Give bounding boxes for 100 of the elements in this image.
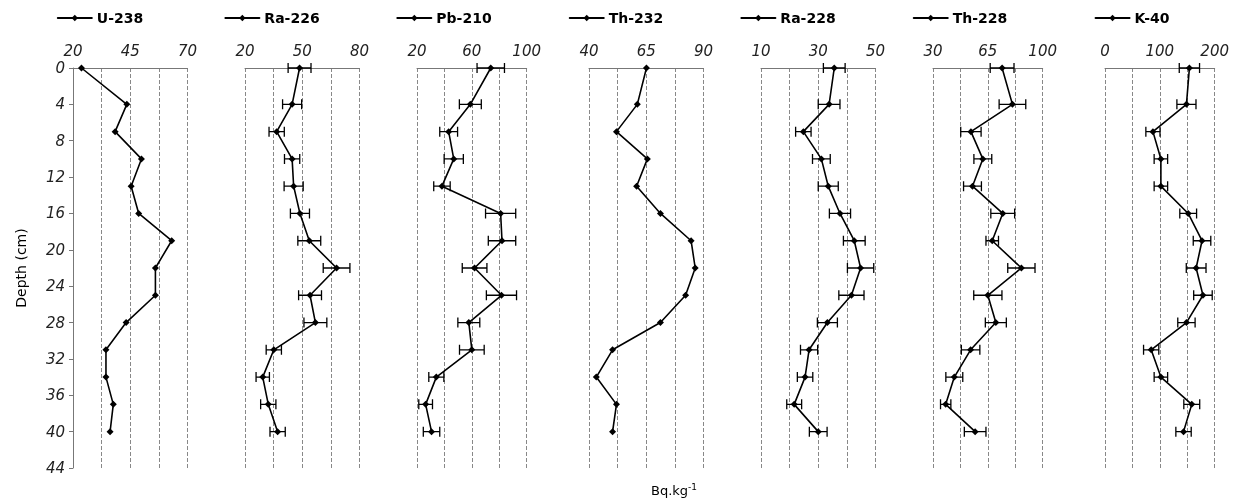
point: [805, 346, 813, 354]
x-tick-label: 20: [407, 41, 427, 60]
point: [137, 155, 145, 163]
point: [290, 182, 298, 190]
point: [296, 209, 304, 217]
x-tick-label: 65: [636, 41, 656, 60]
x-tick-label: 30: [923, 41, 943, 60]
point: [847, 291, 855, 299]
point: [151, 264, 159, 272]
point: [450, 155, 458, 163]
point: [609, 346, 617, 354]
y-tick-label: 36: [45, 386, 65, 405]
x-tick-label: 50: [292, 41, 312, 60]
x-tick-label: 100: [1145, 41, 1175, 60]
y-tick-label: 4: [55, 95, 65, 114]
x-tick-label: 200: [1200, 41, 1230, 60]
point: [979, 155, 987, 163]
y-tick-label: 12: [45, 168, 65, 187]
point: [592, 373, 600, 381]
x-tick-label: 70: [177, 41, 197, 60]
x-tick-label: 80: [349, 41, 369, 60]
point: [1008, 100, 1016, 108]
y-tick-label: 16: [45, 204, 65, 223]
legend-label: Ra-228: [780, 10, 836, 26]
point: [465, 319, 473, 327]
x-tick-label: 60: [462, 41, 482, 60]
y-axis-title: Depth (cm): [13, 228, 29, 308]
x-tick-label: 10: [751, 41, 771, 60]
point: [643, 155, 651, 163]
y-tick-label: 0: [55, 59, 65, 77]
point: [642, 64, 650, 72]
point: [466, 100, 474, 108]
legend-label: K-40: [1134, 10, 1170, 26]
point: [691, 264, 699, 272]
point: [468, 346, 476, 354]
point: [1017, 264, 1025, 272]
x-tick-label: 0: [1100, 41, 1110, 60]
point: [135, 209, 143, 217]
legend-label: Ra-226: [264, 10, 320, 26]
legend-label: U-238: [96, 10, 144, 26]
point: [102, 373, 110, 381]
point: [825, 100, 833, 108]
point: [498, 237, 506, 245]
x-tick-label: 30: [808, 41, 828, 60]
y-tick-label: 20: [45, 240, 65, 259]
point: [950, 373, 958, 381]
point: [968, 182, 976, 190]
x-tick-label: 100: [512, 41, 542, 60]
x-tick-label: 100: [1028, 41, 1058, 60]
point: [633, 182, 641, 190]
point: [824, 182, 832, 190]
x-tick-label: 45: [120, 41, 140, 60]
point: [123, 100, 131, 108]
point: [823, 319, 831, 327]
point: [992, 319, 1000, 327]
y-tick-label: 32: [45, 349, 65, 368]
point: [306, 291, 314, 299]
point: [967, 128, 975, 136]
point: [445, 128, 453, 136]
y-tick-label: 44: [45, 459, 65, 477]
x-tick-label: 40: [579, 41, 599, 60]
point: [656, 209, 664, 217]
point: [682, 291, 690, 299]
point: [487, 64, 495, 72]
point: [836, 209, 844, 217]
y-tick-label: 8: [55, 131, 65, 150]
point: [999, 209, 1007, 217]
point: [817, 155, 825, 163]
point: [109, 400, 117, 408]
legend-label: Th-232: [608, 10, 664, 26]
point: [857, 264, 865, 272]
point: [168, 237, 176, 245]
x-tick-label: 50: [865, 41, 885, 60]
x-tick-label: 20: [235, 41, 255, 60]
point: [656, 319, 664, 327]
x-tick-label: 65: [978, 41, 998, 60]
x-tick-label: 90: [693, 41, 713, 60]
point: [111, 128, 119, 136]
point: [984, 291, 992, 299]
point: [77, 64, 85, 72]
point: [633, 100, 641, 108]
point: [850, 237, 858, 245]
y-tick-label: 40: [45, 422, 65, 441]
point: [967, 346, 975, 354]
y-tick-label: 24: [45, 277, 65, 296]
point: [814, 428, 822, 436]
legend-label: Pb-210: [436, 10, 492, 26]
point: [288, 100, 296, 108]
point: [471, 264, 479, 272]
point: [102, 346, 110, 354]
point: [127, 182, 135, 190]
point: [122, 319, 130, 327]
point: [151, 291, 159, 299]
point: [305, 237, 313, 245]
point: [497, 209, 505, 217]
point: [311, 319, 319, 327]
point: [971, 428, 979, 436]
point: [687, 237, 695, 245]
point: [612, 128, 620, 136]
legend-label: Th-228: [952, 10, 1008, 26]
